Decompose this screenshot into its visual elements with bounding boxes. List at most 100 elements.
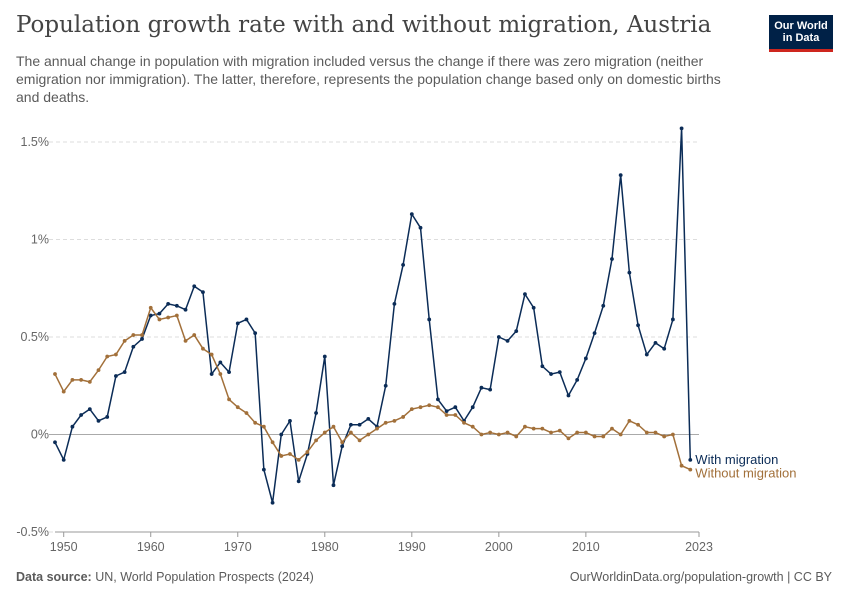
data-point[interactable]: [140, 333, 144, 337]
data-point[interactable]: [261, 467, 266, 472]
data-point[interactable]: [618, 173, 623, 178]
data-point[interactable]: [601, 303, 606, 308]
data-point[interactable]: [401, 262, 406, 267]
data-point[interactable]: [157, 311, 162, 316]
data-point[interactable]: [670, 432, 675, 437]
data-point[interactable]: [105, 354, 110, 359]
series-line-with-migration[interactable]: [54, 127, 692, 504]
data-point[interactable]: [566, 393, 571, 398]
owid-logo[interactable]: Our World in Data: [769, 15, 833, 52]
data-point[interactable]: [479, 432, 484, 437]
data-point[interactable]: [383, 383, 388, 388]
data-point[interactable]: [653, 430, 658, 435]
data-point[interactable]: [314, 411, 318, 415]
data-point[interactable]: [148, 313, 153, 318]
data-point[interactable]: [87, 407, 92, 412]
data-point[interactable]: [227, 370, 231, 374]
data-point[interactable]: [418, 225, 423, 230]
data-point[interactable]: [531, 426, 536, 431]
data-point[interactable]: [575, 378, 580, 382]
data-point[interactable]: [523, 424, 527, 429]
data-point[interactable]: [636, 422, 640, 427]
data-point[interactable]: [166, 315, 171, 320]
data-point[interactable]: [662, 346, 667, 351]
data-point[interactable]: [592, 434, 597, 439]
data-point[interactable]: [583, 430, 588, 435]
data-point[interactable]: [288, 452, 292, 456]
data-point[interactable]: [348, 422, 353, 427]
data-point[interactable]: [131, 344, 136, 349]
data-point[interactable]: [244, 411, 249, 415]
data-point[interactable]: [183, 339, 188, 343]
data-point[interactable]: [644, 352, 649, 357]
data-point[interactable]: [670, 317, 675, 322]
data-point[interactable]: [174, 313, 179, 318]
data-point[interactable]: [496, 432, 501, 437]
data-point[interactable]: [662, 434, 667, 439]
data-point[interactable]: [566, 436, 571, 441]
data-point[interactable]: [235, 321, 240, 326]
data-point[interactable]: [523, 292, 527, 296]
data-point[interactable]: [183, 307, 188, 312]
data-point[interactable]: [218, 372, 223, 376]
data-point[interactable]: [583, 356, 588, 361]
data-point[interactable]: [122, 339, 127, 343]
data-point[interactable]: [53, 372, 57, 376]
data-point[interactable]: [488, 430, 493, 435]
data-point[interactable]: [114, 352, 118, 357]
data-point[interactable]: [53, 440, 57, 445]
data-point[interactable]: [575, 430, 580, 435]
data-point[interactable]: [427, 317, 432, 322]
data-point[interactable]: [470, 424, 475, 429]
data-point[interactable]: [261, 424, 266, 429]
data-point[interactable]: [383, 420, 388, 425]
data-point[interactable]: [61, 457, 66, 462]
data-point[interactable]: [296, 479, 301, 484]
data-point[interactable]: [514, 434, 519, 439]
data-point[interactable]: [409, 407, 414, 412]
data-point[interactable]: [140, 337, 144, 341]
data-point[interactable]: [392, 418, 397, 423]
data-point[interactable]: [540, 426, 545, 431]
data-point[interactable]: [79, 413, 84, 417]
data-point[interactable]: [96, 368, 101, 373]
data-point[interactable]: [331, 424, 336, 429]
data-point[interactable]: [174, 303, 179, 308]
data-point[interactable]: [427, 403, 432, 408]
data-point[interactable]: [653, 340, 658, 345]
data-point[interactable]: [201, 290, 205, 295]
data-point[interactable]: [235, 405, 240, 410]
data-point[interactable]: [496, 335, 501, 339]
data-point[interactable]: [505, 339, 510, 343]
data-point[interactable]: [270, 500, 275, 505]
data-point[interactable]: [87, 379, 92, 384]
data-point[interactable]: [401, 415, 406, 419]
data-point[interactable]: [166, 301, 171, 306]
data-point[interactable]: [218, 360, 223, 365]
data-point[interactable]: [549, 430, 553, 435]
data-point[interactable]: [348, 430, 353, 435]
data-point[interactable]: [209, 352, 214, 357]
data-point[interactable]: [409, 212, 414, 217]
data-point[interactable]: [148, 305, 153, 310]
data-point[interactable]: [253, 331, 258, 335]
data-point[interactable]: [201, 346, 205, 351]
data-point[interactable]: [453, 405, 458, 410]
source-link[interactable]: OurWorldinData.org/population-growth | C…: [569, 570, 832, 584]
data-point[interactable]: [227, 397, 231, 402]
data-point[interactable]: [305, 450, 310, 454]
data-point[interactable]: [366, 432, 371, 437]
data-point[interactable]: [470, 405, 475, 410]
data-point[interactable]: [505, 430, 510, 435]
data-point[interactable]: [644, 430, 649, 435]
data-point[interactable]: [357, 422, 362, 427]
data-point[interactable]: [375, 426, 379, 431]
data-point[interactable]: [557, 370, 562, 374]
data-point[interactable]: [453, 413, 458, 417]
data-point[interactable]: [331, 483, 336, 488]
data-point[interactable]: [627, 418, 632, 423]
data-point[interactable]: [253, 420, 258, 425]
data-point[interactable]: [436, 397, 440, 402]
data-point[interactable]: [462, 420, 466, 425]
data-point[interactable]: [540, 364, 545, 369]
